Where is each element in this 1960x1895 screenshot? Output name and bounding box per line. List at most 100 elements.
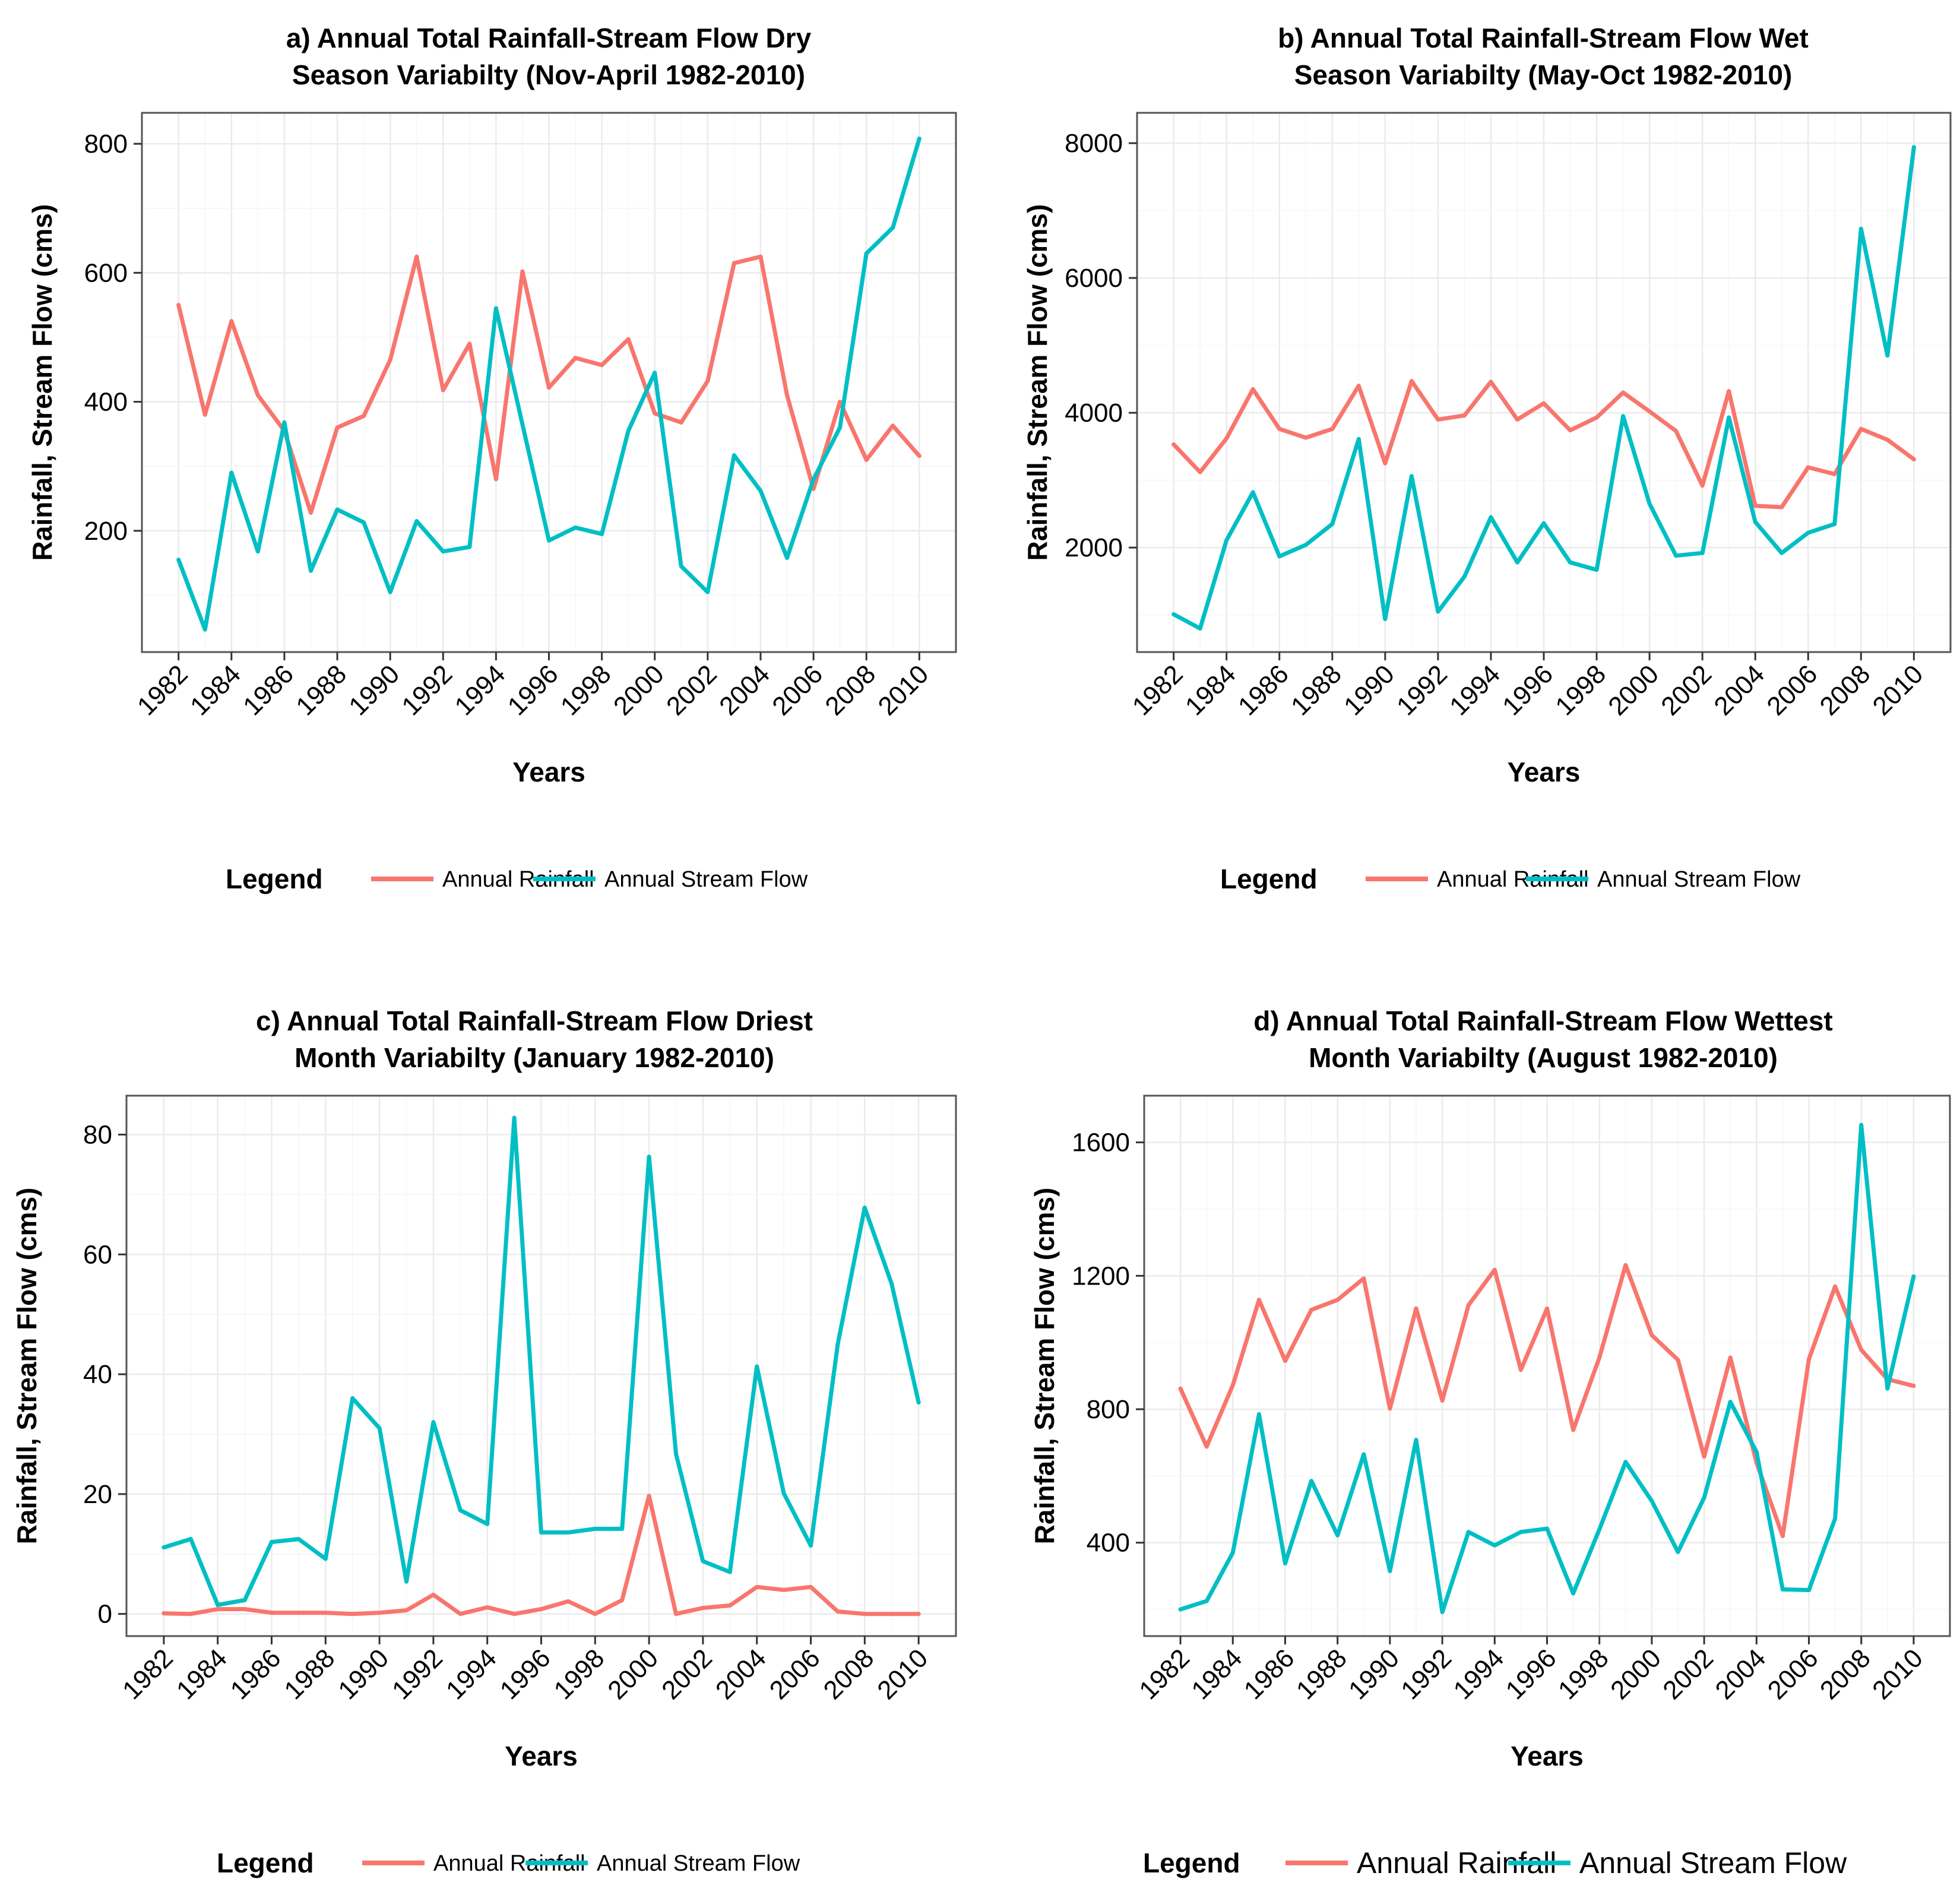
data-point-stream-flow <box>547 538 551 543</box>
data-point-rainfall <box>891 423 895 428</box>
data-point-rainfall <box>1621 390 1626 395</box>
data-point-stream-flow <box>1623 1460 1628 1464</box>
data-point-rainfall <box>864 457 869 462</box>
data-point-rainfall <box>1806 465 1810 470</box>
data-point-rainfall <box>547 385 551 390</box>
data-point-stream-flow <box>1303 543 1308 548</box>
legend: Legend Annual Rainfall Annual Stream Flow <box>226 863 808 894</box>
data-point-stream-flow <box>388 590 392 594</box>
data-point-rainfall <box>1545 1306 1549 1311</box>
data-point-rainfall <box>1833 1284 1838 1289</box>
data-point-stream-flow <box>1277 554 1282 559</box>
data-point-stream-flow <box>1727 415 1731 420</box>
data-point-stream-flow <box>1466 1530 1471 1535</box>
data-point-rainfall <box>458 1612 463 1616</box>
data-point-rainfall <box>862 1612 867 1616</box>
data-point-rainfall <box>1728 1355 1733 1360</box>
data-point-stream-flow <box>889 1282 894 1286</box>
panel-title-line: Season Variabilty (Nov-April 1982-2010) <box>292 59 805 90</box>
legend-label-annual-stream-flow: Annual Stream Flow <box>597 1851 800 1876</box>
data-point-stream-flow <box>269 1540 274 1545</box>
data-point-stream-flow <box>1568 560 1573 565</box>
data-point-stream-flow <box>1858 226 1863 231</box>
data-point-rainfall <box>1779 505 1784 510</box>
data-point-rainfall <box>1388 1406 1392 1411</box>
data-point-rainfall <box>229 319 234 324</box>
data-point-stream-flow <box>1674 553 1679 558</box>
data-point-stream-flow <box>1383 616 1388 621</box>
x-axis-title: Years <box>1511 1741 1584 1771</box>
data-point-rainfall <box>255 393 260 398</box>
data-point-stream-flow <box>862 1206 867 1210</box>
legend-title: Legend <box>1143 1847 1240 1878</box>
data-point-rainfall <box>1649 1333 1654 1337</box>
legend-title: Legend <box>226 863 323 894</box>
data-point-stream-flow <box>1518 1530 1523 1535</box>
data-point-rainfall <box>1283 1359 1287 1363</box>
data-point-stream-flow <box>1621 414 1626 419</box>
panel-title-line: Month Variabilty (January 1982-2010) <box>295 1042 774 1073</box>
data-point-stream-flow <box>566 1530 571 1535</box>
y-tick-label: 20 <box>83 1480 112 1509</box>
data-point-stream-flow <box>809 1543 813 1548</box>
data-point-rainfall <box>216 1607 220 1612</box>
data-point-rainfall <box>620 1597 625 1602</box>
data-point-rainfall <box>1462 413 1467 418</box>
data-point-stream-flow <box>1832 521 1837 526</box>
data-point-stream-flow <box>674 1451 679 1456</box>
y-tick-label: 60 <box>83 1240 112 1269</box>
data-point-rainfall <box>512 1612 517 1616</box>
panel-title-line: Month Variabilty (August 1982-2010) <box>1309 1042 1778 1073</box>
data-point-stream-flow <box>512 1115 517 1120</box>
data-point-rainfall <box>1676 1358 1680 1362</box>
data-point-rainfall <box>1911 457 1916 461</box>
data-point-stream-flow <box>296 1537 301 1542</box>
data-point-stream-flow <box>1806 530 1810 535</box>
panel-title-line: a) Annual Total Rainfall-Stream Flow Dry <box>286 23 812 53</box>
data-point-rainfall <box>674 1612 679 1616</box>
data-point-stream-flow <box>1833 1516 1838 1521</box>
data-point-stream-flow <box>1204 1599 1209 1603</box>
data-point-stream-flow <box>732 453 736 458</box>
data-point-rainfall <box>362 413 366 418</box>
data-point-stream-flow <box>727 1570 732 1574</box>
data-point-rainfall <box>1515 417 1519 422</box>
data-point-stream-flow <box>1178 1607 1183 1612</box>
data-point-rainfall <box>1885 437 1890 442</box>
y-axis-title: Rainfall, Stream Flow (cms) <box>11 1188 42 1545</box>
data-point-stream-flow <box>242 1597 247 1602</box>
data-point-stream-flow <box>1462 574 1467 579</box>
data-point-rainfall <box>1230 1383 1235 1388</box>
data-point-stream-flow <box>335 507 340 512</box>
y-axis-title: Rainfall, Stream Flow (cms) <box>27 204 58 561</box>
data-point-rainfall <box>431 1592 436 1597</box>
data-point-rainfall <box>202 412 207 417</box>
data-point-rainfall <box>404 1608 409 1613</box>
y-tick-label: 400 <box>84 388 128 417</box>
data-point-rainfall <box>350 1612 355 1616</box>
legend-title: Legend <box>217 1847 314 1878</box>
data-point-rainfall <box>1623 1263 1628 1267</box>
panel-title-line: c) Annual Total Rainfall-Stream Flow Dri… <box>256 1005 813 1036</box>
data-point-rainfall <box>1518 1368 1523 1372</box>
data-point-stream-flow <box>467 545 472 549</box>
data-point-stream-flow <box>1198 626 1202 631</box>
data-point-stream-flow <box>176 558 181 562</box>
y-tick-label: 800 <box>84 129 128 159</box>
y-axis-title: Rainfall, Stream Flow (cms) <box>1022 204 1053 561</box>
data-point-rainfall <box>162 1611 166 1616</box>
data-point-rainfall <box>539 1607 543 1612</box>
data-point-rainfall <box>1383 461 1388 466</box>
data-point-rainfall <box>1807 1357 1812 1362</box>
data-point-rainfall <box>758 254 763 259</box>
data-point-rainfall <box>1440 1398 1445 1403</box>
data-point-rainfall <box>335 425 340 430</box>
data-point-rainfall <box>727 1603 732 1608</box>
legend-label-annual-stream-flow: Annual Stream Flow <box>1597 867 1801 892</box>
data-point-stream-flow <box>1436 609 1440 614</box>
data-point-rainfall <box>1859 1347 1864 1352</box>
data-point-rainfall <box>1414 1306 1418 1311</box>
data-point-stream-flow <box>1256 1412 1261 1416</box>
data-point-stream-flow <box>255 549 260 554</box>
data-point-stream-flow <box>485 1521 490 1526</box>
